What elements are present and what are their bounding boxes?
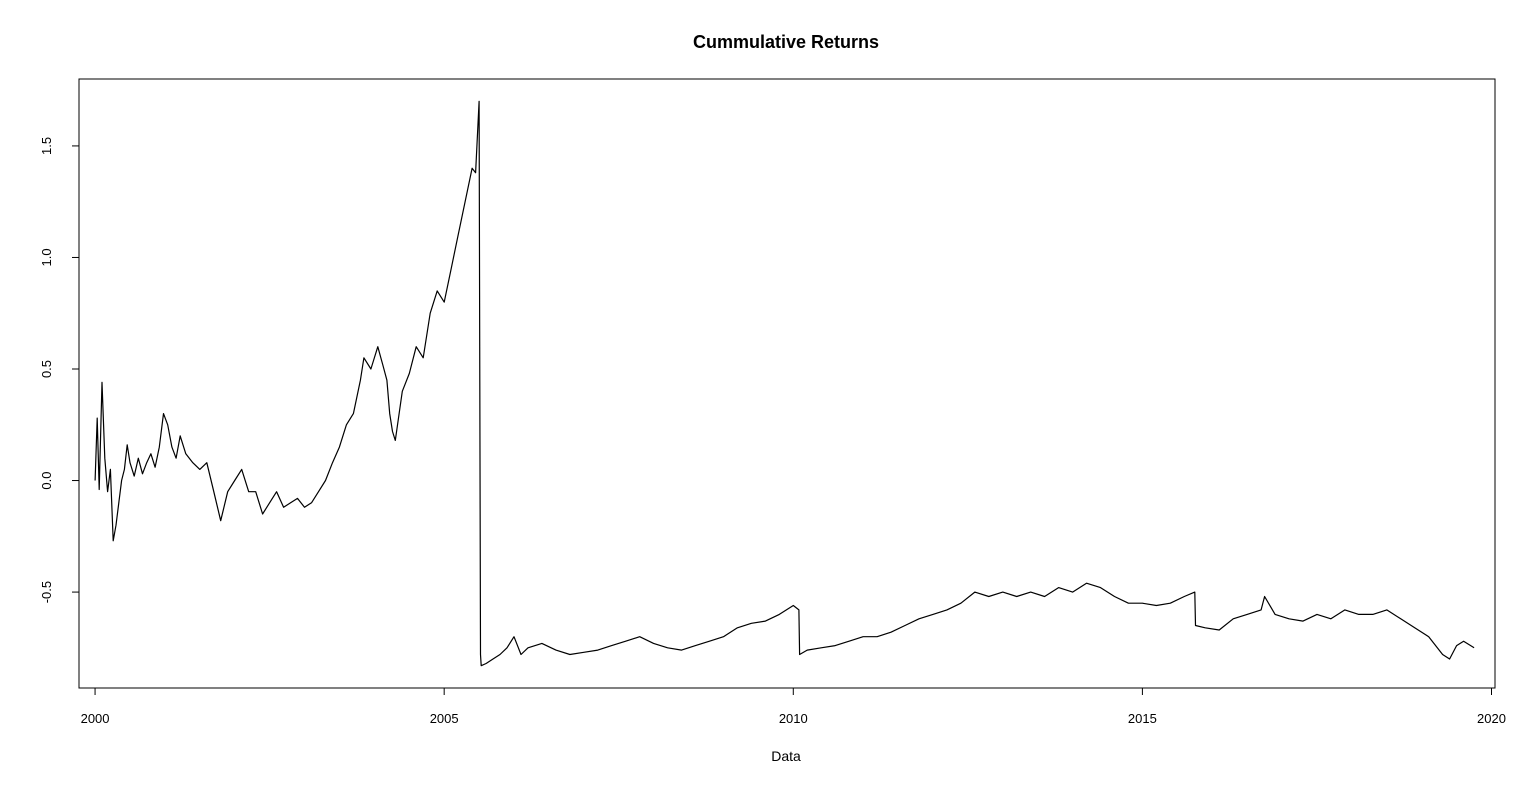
x-tick-label: 2020 bbox=[1477, 711, 1506, 726]
chart-title: Cummulative Returns bbox=[693, 32, 879, 52]
y-tick-label: 0.5 bbox=[39, 360, 54, 378]
series-layer bbox=[94, 100, 1475, 667]
y-tick-label: -0.5 bbox=[39, 581, 54, 603]
x-tick-label: 2015 bbox=[1128, 711, 1157, 726]
x-axis-label: Data bbox=[771, 748, 801, 764]
y-axis: -0.5 0.0 0.5 1.0 1.5 bbox=[39, 137, 80, 603]
x-tick-label: 2000 bbox=[81, 711, 110, 726]
x-axis: 2000 2005 2010 2015 2020 bbox=[81, 687, 1506, 726]
series-line-0 bbox=[94, 100, 1475, 667]
plot-frame bbox=[78, 78, 1496, 689]
x-tick-label: 2010 bbox=[779, 711, 808, 726]
x-tick-label: 2005 bbox=[430, 711, 459, 726]
y-tick-label: 1.5 bbox=[39, 137, 54, 155]
y-tick-label: 1.0 bbox=[39, 248, 54, 266]
y-tick-label: 0.0 bbox=[39, 471, 54, 489]
